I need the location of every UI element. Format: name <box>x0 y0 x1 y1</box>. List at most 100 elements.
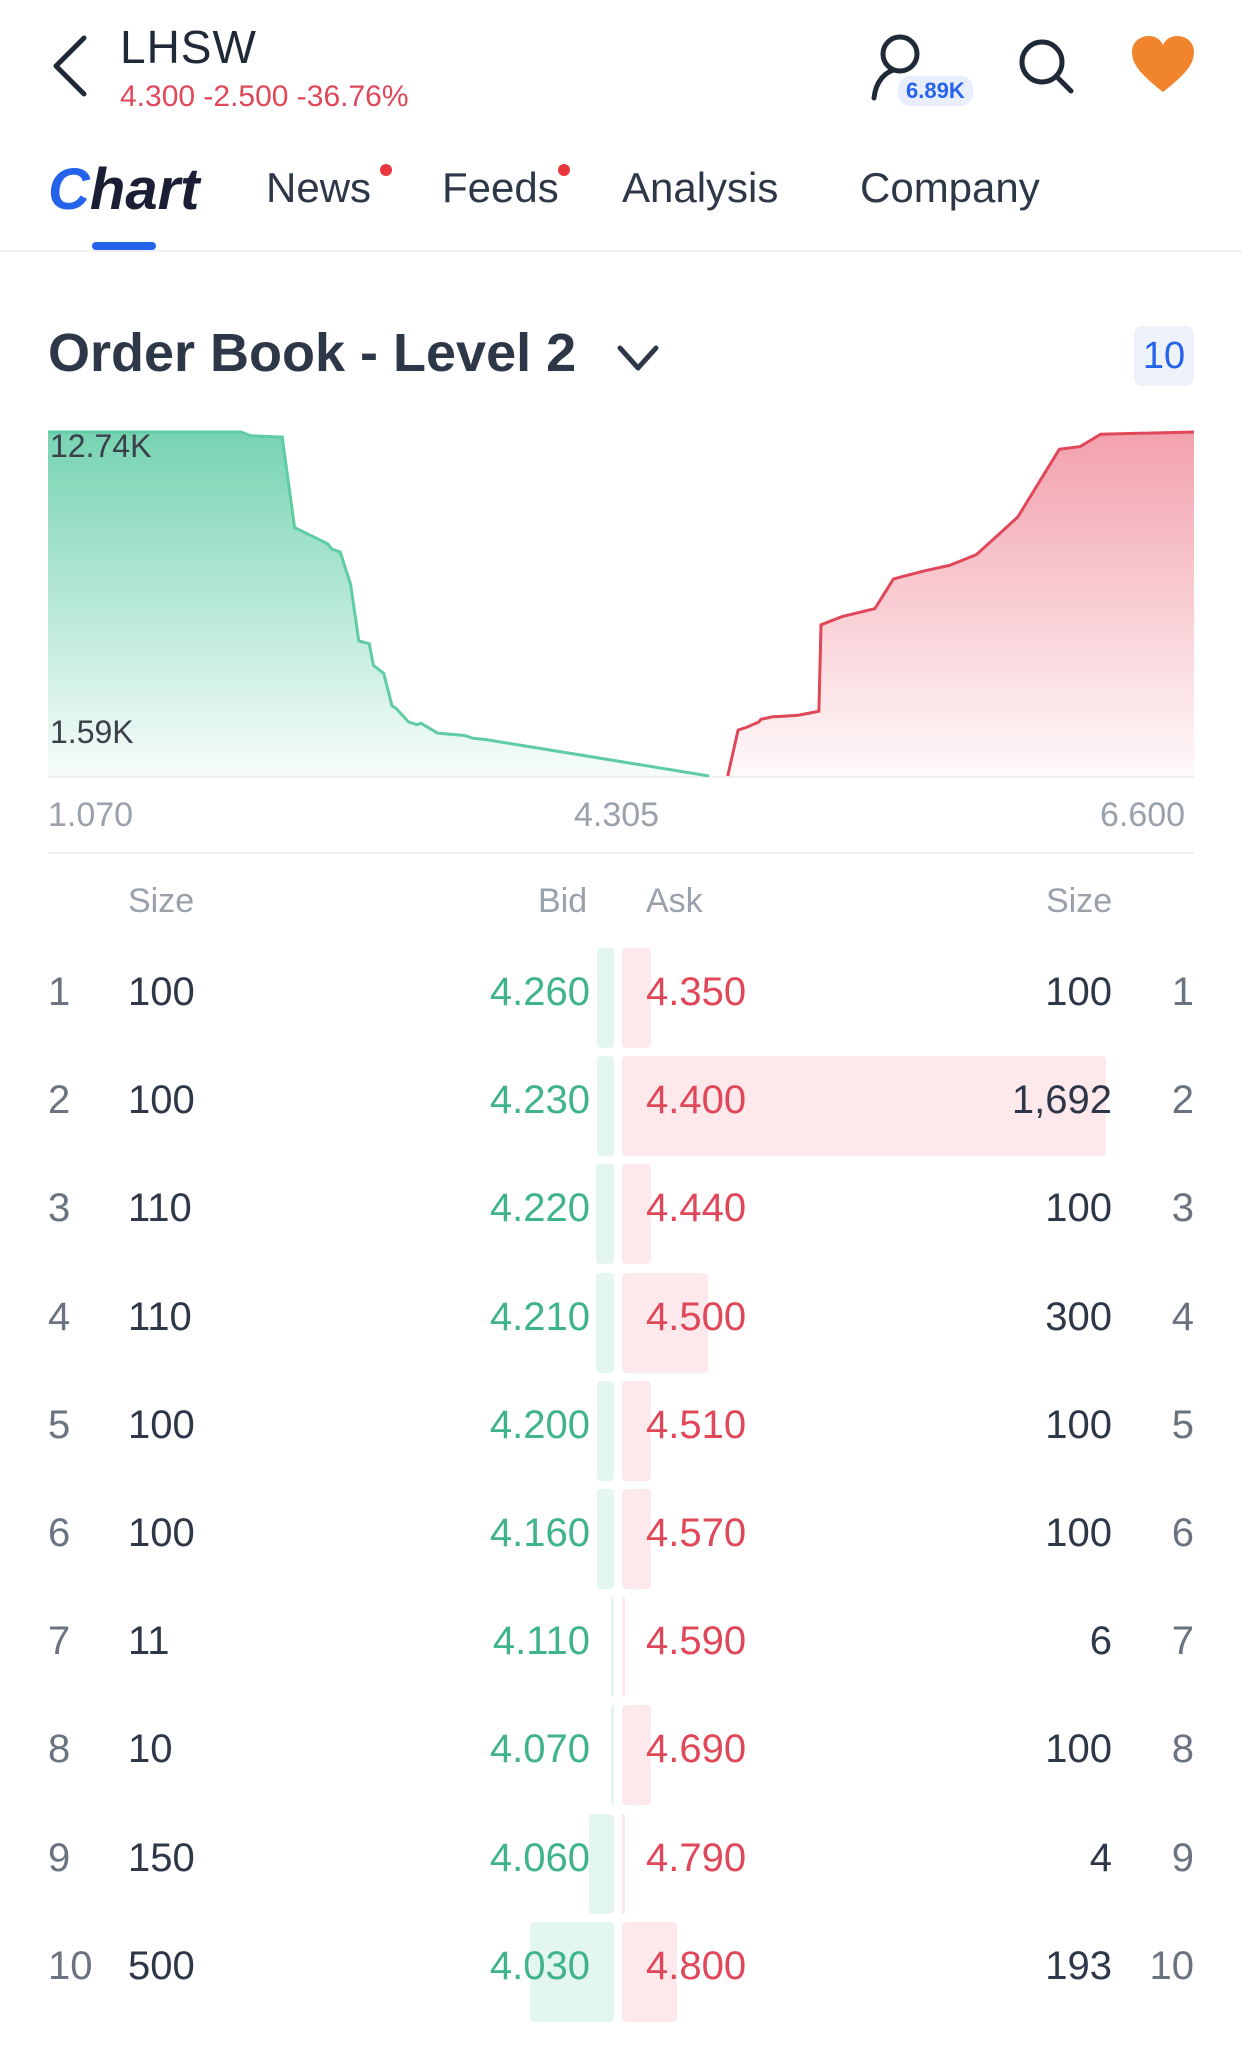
ask-size: 1,692 <box>1011 1078 1112 1123</box>
ask-size-header: Size <box>1046 882 1113 920</box>
tab-bar: Chart News Feeds Analysis Company <box>0 140 1242 252</box>
search-icon[interactable] <box>1016 36 1076 96</box>
bid-size: 500 <box>128 1943 195 1988</box>
bid-price: 4.030 <box>489 1943 590 1988</box>
bid-price: 4.210 <box>489 1294 590 1339</box>
ask-size-bar <box>622 1921 678 2022</box>
tab-chart[interactable]: Chart <box>48 157 200 222</box>
bid-size-bar <box>597 1380 614 1481</box>
bid-level-index: 7 <box>48 1619 71 1664</box>
bid-price: 4.110 <box>492 1619 590 1664</box>
bid-price: 4.060 <box>489 1835 590 1880</box>
bid-price: 4.070 <box>489 1727 590 1772</box>
app-header: LHSW 4.300 -2.500 -36.76% 6.89K <box>0 0 1242 130</box>
orderbook-row[interactable]: 7 11 4.110 4.590 6 7 <box>0 1593 1242 1701</box>
ask-header: Ask <box>646 882 703 920</box>
tab-feeds[interactable]: Feeds <box>442 164 559 211</box>
orderbook-row[interactable]: 8 10 4.070 4.690 100 8 <box>0 1701 1242 1809</box>
orderbook-row[interactable]: 9 150 4.060 4.790 4 9 <box>0 1810 1242 1918</box>
ask-price: 4.400 <box>646 1078 747 1123</box>
ask-level-index: 10 <box>1149 1943 1195 1988</box>
depth-selector[interactable]: 10 <box>1134 326 1194 386</box>
orderbook-row[interactable]: 1 100 4.260 4.350 100 1 <box>0 944 1242 1052</box>
chart-y-min-label: 1.59K <box>50 714 134 750</box>
ask-price: 4.510 <box>646 1402 747 1447</box>
orderbook-row[interactable]: 5 100 4.200 4.510 100 5 <box>0 1377 1242 1485</box>
ask-size-bar <box>622 1164 651 1265</box>
bid-price: 4.200 <box>489 1402 590 1447</box>
bid-size-bar <box>595 1272 614 1373</box>
ask-size-bar <box>622 1597 625 1698</box>
ask-size: 100 <box>1045 1186 1112 1231</box>
ask-price: 4.500 <box>646 1294 747 1339</box>
orderbook-title[interactable]: Order Book - Level 2 <box>48 323 577 383</box>
ask-size: 100 <box>1045 1727 1112 1772</box>
ticker-symbol: LHSW <box>120 21 257 73</box>
bid-level-index: 9 <box>48 1835 71 1880</box>
ask-level-index: 4 <box>1171 1294 1194 1339</box>
bid-size-bar <box>597 1056 614 1157</box>
ask-level-index: 1 <box>1171 970 1194 1014</box>
ask-size-bar <box>622 1489 651 1589</box>
chart-x-max-label: 6.600 <box>1100 796 1186 834</box>
bid-size: 150 <box>128 1835 195 1880</box>
tab-news[interactable]: News <box>266 164 372 211</box>
ask-level-index: 6 <box>1171 1511 1194 1555</box>
ask-level-index: 2 <box>1171 1078 1194 1123</box>
back-arrow-icon[interactable] <box>48 34 92 98</box>
bid-size: 10 <box>128 1727 173 1772</box>
bid-level-index: 8 <box>48 1727 71 1772</box>
orderbook-row[interactable]: 6 100 4.160 4.570 100 6 <box>0 1485 1242 1593</box>
ask-price: 4.570 <box>646 1511 747 1555</box>
ask-level-index: 8 <box>1171 1727 1194 1772</box>
orderbook-row[interactable]: 10 500 4.030 4.800 193 10 <box>0 1918 1242 2026</box>
heart-icon[interactable] <box>1130 34 1196 96</box>
bid-depth-line <box>48 430 710 778</box>
chart-x-mid-label: 4.305 <box>574 796 660 834</box>
ask-size: 6 <box>1089 1619 1112 1664</box>
ask-size: 193 <box>1045 1943 1112 1988</box>
ask-size-bar <box>622 1813 625 1914</box>
bid-header: Bid <box>538 882 588 920</box>
bid-size-bar <box>597 1489 614 1589</box>
orderbook-row[interactable]: 4 110 4.210 4.500 300 4 <box>0 1269 1242 1377</box>
ask-size-bar <box>622 948 651 1048</box>
bid-size-bar <box>611 1705 614 1806</box>
ask-size-bar <box>622 1056 1106 1157</box>
bid-price: 4.260 <box>489 970 590 1014</box>
bid-level-index: 3 <box>48 1186 71 1231</box>
chart-y-max-label: 12.74K <box>50 428 152 464</box>
ask-depth-line <box>726 430 1194 777</box>
bid-level-index: 4 <box>48 1294 71 1339</box>
bid-price: 4.160 <box>489 1511 590 1555</box>
price-change: 4.300 -2.500 -36.76% <box>120 80 409 113</box>
bid-size: 100 <box>128 1511 195 1555</box>
ask-size-bar <box>622 1272 708 1373</box>
divider <box>48 852 1194 854</box>
news-notification-dot <box>380 164 392 176</box>
tab-company[interactable]: Company <box>860 164 1040 211</box>
chevron-down-icon[interactable] <box>614 340 662 376</box>
bid-size: 110 <box>128 1294 192 1339</box>
ask-price: 4.590 <box>646 1619 747 1664</box>
bid-size: 11 <box>128 1619 170 1664</box>
orderbook-row[interactable]: 2 100 4.230 4.400 1,692 2 <box>0 1052 1242 1160</box>
tab-analysis[interactable]: Analysis <box>622 164 779 211</box>
bid-level-index: 6 <box>48 1511 71 1555</box>
follower-count-badge: 6.89K <box>898 76 973 106</box>
bid-size: 100 <box>128 1078 195 1123</box>
ask-level-index: 3 <box>1171 1186 1194 1231</box>
ask-size: 4 <box>1089 1835 1112 1880</box>
orderbook-row[interactable]: 3 110 4.220 4.440 100 3 <box>0 1160 1242 1268</box>
ask-level-index: 7 <box>1171 1619 1194 1664</box>
feeds-notification-dot <box>558 164 570 176</box>
bid-price: 4.220 <box>489 1186 590 1231</box>
active-tab-indicator <box>92 242 156 250</box>
user-icon[interactable] <box>866 30 976 110</box>
ask-price: 4.690 <box>646 1727 747 1772</box>
bid-size-bar <box>530 1921 614 2022</box>
ask-price: 4.350 <box>646 970 747 1014</box>
bid-level-index: 2 <box>48 1078 71 1123</box>
ask-price: 4.440 <box>646 1186 747 1231</box>
ask-price: 4.790 <box>646 1835 747 1880</box>
